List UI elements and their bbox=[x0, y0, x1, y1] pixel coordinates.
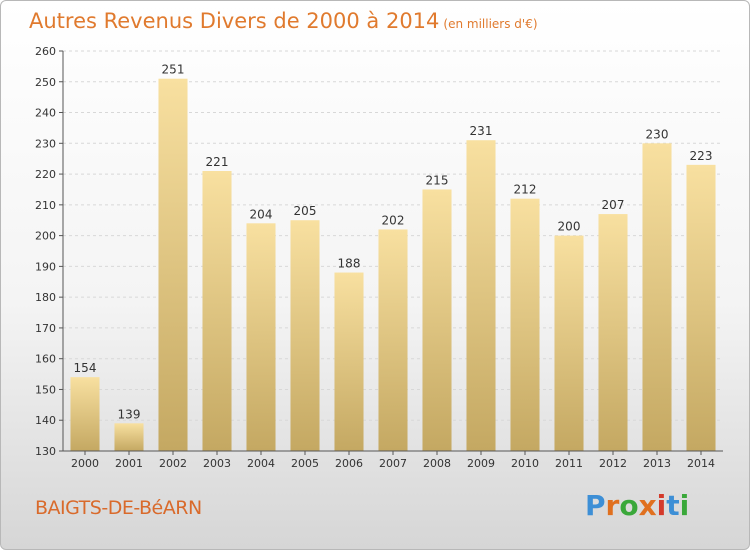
bar-2002 bbox=[158, 78, 188, 451]
bar-2008 bbox=[422, 189, 452, 451]
x-tick-label-2008: 2008 bbox=[423, 457, 451, 470]
y-tick-label: 240 bbox=[35, 107, 56, 120]
x-tick-label-2005: 2005 bbox=[291, 457, 319, 470]
bar-2011 bbox=[554, 235, 584, 451]
data-label-2000: 154 bbox=[74, 361, 97, 375]
y-tick-label: 160 bbox=[35, 353, 56, 366]
bar-2013 bbox=[642, 143, 672, 452]
x-tick-label-2009: 2009 bbox=[467, 457, 495, 470]
bar-chart: 154 139 251 221 204 205 188 202 215 231 212 200 207 2… bbox=[35, 45, 723, 470]
y-tick-label: 220 bbox=[35, 168, 56, 181]
bar-2000 bbox=[70, 377, 100, 451]
data-label-2009: 231 bbox=[470, 124, 493, 138]
y-tick-label: 200 bbox=[35, 230, 56, 243]
y-tick-label: 140 bbox=[35, 414, 56, 427]
x-tick-label-2001: 2001 bbox=[115, 457, 143, 470]
data-label-2002: 251 bbox=[162, 63, 185, 77]
data-label-2014: 223 bbox=[690, 149, 713, 163]
y-tick-label: 260 bbox=[35, 45, 56, 58]
data-label-2006: 188 bbox=[338, 257, 361, 271]
logo-letter: o bbox=[619, 489, 639, 522]
bar-2009 bbox=[466, 140, 496, 451]
y-tick-label: 170 bbox=[35, 322, 56, 335]
chart-title-text: Autres Revenus Divers de 2000 à 2014 bbox=[29, 9, 440, 33]
bar-2014 bbox=[686, 164, 716, 451]
bar-2001 bbox=[114, 423, 144, 451]
y-tick-label: 180 bbox=[35, 291, 56, 304]
x-tick-label-2002: 2002 bbox=[159, 457, 187, 470]
chart-unit: (en milliers d'€) bbox=[443, 17, 538, 31]
logo-letter: x bbox=[638, 489, 657, 522]
y-tick-label: 210 bbox=[35, 199, 56, 212]
logo-letter: P bbox=[585, 489, 606, 522]
logo-letter: i bbox=[679, 489, 690, 522]
y-tick-label: 190 bbox=[35, 260, 56, 273]
chart-title: Autres Revenus Divers de 2000 à 2014 (en … bbox=[29, 9, 538, 33]
x-tick-label-2013: 2013 bbox=[643, 457, 671, 470]
bars-layer: 154 139 251 221 204 205 188 202 215 231 212 200 207 2… bbox=[70, 63, 716, 452]
data-label-2013: 230 bbox=[646, 127, 669, 141]
x-tick-label-2011: 2011 bbox=[555, 457, 583, 470]
data-label-2003: 221 bbox=[206, 155, 229, 169]
y-tick-label: 250 bbox=[35, 76, 56, 89]
x-tick-label-2003: 2003 bbox=[203, 457, 231, 470]
x-tick-label-2012: 2012 bbox=[599, 457, 627, 470]
y-tick-label: 230 bbox=[35, 137, 56, 150]
bar-2004 bbox=[246, 223, 276, 451]
data-label-2007: 202 bbox=[382, 213, 405, 227]
data-label-2005: 205 bbox=[294, 204, 317, 218]
place-name: BAIGTS-DE-BéARN bbox=[35, 497, 202, 519]
bar-2005 bbox=[290, 220, 320, 451]
bar-2007 bbox=[378, 229, 408, 451]
bar-2006 bbox=[334, 272, 364, 451]
bar-2010 bbox=[510, 198, 540, 451]
x-tick-label-2004: 2004 bbox=[247, 457, 275, 470]
data-label-2008: 215 bbox=[426, 173, 449, 187]
data-label-2001: 139 bbox=[118, 407, 141, 421]
data-label-2010: 212 bbox=[514, 183, 537, 197]
bar-2003 bbox=[202, 171, 232, 451]
x-tick-label-2014: 2014 bbox=[687, 457, 715, 470]
x-tick-label-2006: 2006 bbox=[335, 457, 363, 470]
data-label-2011: 200 bbox=[558, 220, 581, 234]
y-tick-label: 150 bbox=[35, 383, 56, 396]
data-label-2012: 207 bbox=[602, 198, 625, 212]
y-tick-label: 130 bbox=[35, 445, 56, 458]
x-tick-label-2010: 2010 bbox=[511, 457, 539, 470]
axis-layer: 130 140 150 160 170 180 190 200 210 220 230 240 250 2… bbox=[35, 45, 723, 470]
logo-letter: i bbox=[656, 489, 667, 522]
x-tick-label-2007: 2007 bbox=[379, 457, 407, 470]
logo-letter: t bbox=[666, 489, 680, 522]
bar-2012 bbox=[598, 214, 628, 451]
logo-letter: r bbox=[605, 489, 620, 522]
data-label-2004: 204 bbox=[250, 207, 273, 221]
x-tick-label-2000: 2000 bbox=[71, 457, 99, 470]
proxiti-logo: Proxiti bbox=[585, 489, 689, 522]
